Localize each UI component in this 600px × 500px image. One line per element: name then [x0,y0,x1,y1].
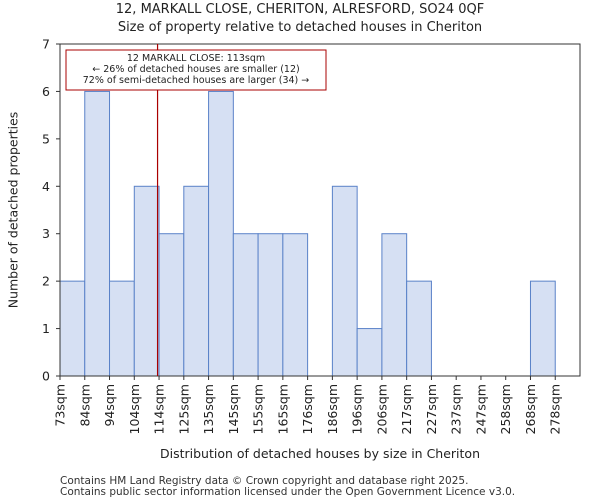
bar-104sqm [133,185,160,377]
y-axis-ticks: 0 1 2 3 4 5 6 7 [42,37,60,384]
y-tick-label: 3 [42,226,50,241]
x-tick-label: 227sqm [424,384,439,434]
bar-155sqm [257,233,284,377]
bar-73sqm [59,280,86,377]
bar-206sqm [381,233,408,377]
y-tick-label: 7 [42,37,50,52]
x-tick-label: 94sqm [102,384,117,427]
bar-145sqm [232,233,259,377]
bar-125sqm [183,185,210,377]
bars-group [59,90,556,377]
y-tick-label: 0 [42,369,50,384]
annotation-box [65,49,327,91]
y-tick-label: 6 [42,84,50,99]
x-tick-label: 206sqm [374,384,389,434]
bar-165sqm [282,233,309,377]
y-tick-label: 2 [42,274,50,289]
plot-frame [59,43,581,377]
x-tick-label: 237sqm [449,384,464,434]
bar-268sqm [529,280,556,377]
y-tick-label: 1 [42,321,50,336]
annotation-line-1: 12 MARKALL CLOSE: 113sqm [127,53,265,64]
y-tick-label: 5 [42,131,50,146]
x-tick-label: 135sqm [201,384,216,434]
annotation-line-2: ← 26% of detached houses are smaller (12… [92,64,299,75]
x-tick-label: 186sqm [325,384,340,434]
x-tick-label: 155sqm [251,384,266,434]
footer-copyright: Contains HM Land Registry data © Crown c… [60,475,469,487]
bar-135sqm [208,90,234,377]
x-tick-label: 104sqm [127,384,142,434]
y-tick-label: 4 [42,179,50,194]
x-tick-label: 268sqm [523,384,538,434]
x-tick-label: 84sqm [77,384,92,427]
bar-84sqm [84,90,111,377]
bar-196sqm [356,328,383,377]
x-tick-label: 125sqm [176,384,191,434]
chart-subtitle: Size of property relative to detached ho… [117,20,483,35]
x-tick-label: 176sqm [300,384,315,434]
bar-114sqm [158,233,185,377]
x-axis-label: Distribution of detached houses by size … [160,446,480,461]
x-tick-label: 165sqm [275,384,290,434]
x-tick-label: 258sqm [498,384,513,434]
x-tick-label: 196sqm [350,384,365,434]
footer-licence: Contains public sector information licen… [60,486,516,498]
x-tick-label: 247sqm [473,384,488,434]
x-tick-label: 217sqm [399,384,414,434]
annotation-line-3: 72% of semi-detached houses are larger (… [83,75,310,86]
x-tick-label: 278sqm [548,384,563,434]
bar-186sqm [331,185,358,377]
y-axis-label: Number of detached properties [6,112,21,309]
x-tick-label: 73sqm [53,384,68,427]
x-axis-ticks: 73sqm 84sqm 94sqm 104sqm 114sqm 125sqm 135sqm 1… [53,376,563,434]
chart-title: 12, MARKALL CLOSE, CHERITON, ALRESFORD, … [115,2,485,17]
x-tick-label: 145sqm [226,384,241,434]
x-tick-label: 114sqm [152,384,167,434]
bar-94sqm [109,280,135,377]
bar-217sqm [406,280,432,377]
